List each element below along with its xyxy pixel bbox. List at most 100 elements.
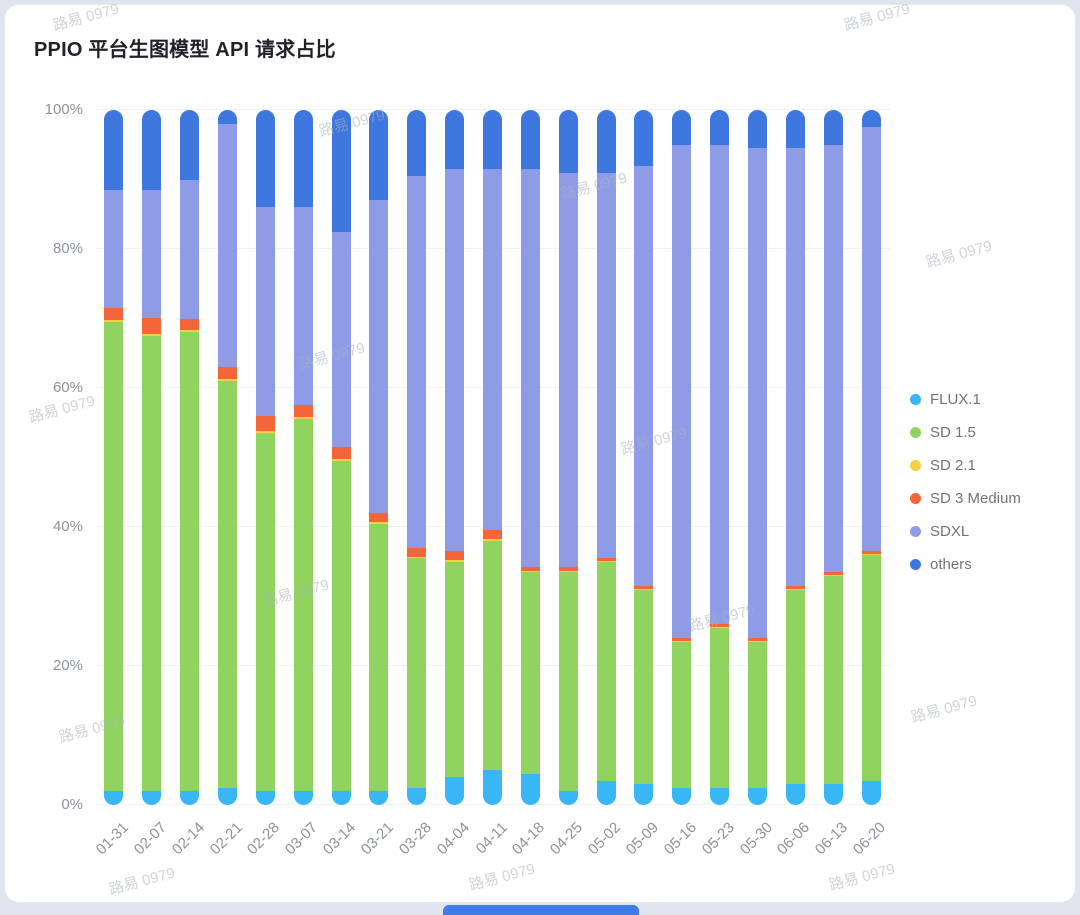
bar-02-14[interactable]: [180, 110, 200, 805]
bar-segment-flux.1[interactable]: [331, 791, 351, 805]
bar-segment-sd-3-medium[interactable]: [520, 567, 540, 572]
bar-segment-sd-2.1[interactable]: [180, 330, 200, 333]
bar-segment-sdxl[interactable]: [218, 123, 237, 368]
bar-segment-sd-2.1[interactable]: [331, 458, 351, 461]
bar-02-28[interactable]: [255, 110, 275, 805]
bar-segment-flux.1[interactable]: [710, 787, 730, 805]
bar-segment-sd-2.1[interactable]: [407, 556, 427, 559]
bar-segment-sd-3-medium[interactable]: [483, 530, 502, 540]
bar-segment-flux.1[interactable]: [369, 791, 389, 805]
bar-05-16[interactable]: [672, 110, 692, 805]
bar-segment-flux.1[interactable]: [218, 787, 237, 805]
bar-segment-sdxl[interactable]: [180, 179, 200, 319]
bar-segment-others[interactable]: [369, 110, 389, 201]
bar-segment-others[interactable]: [672, 110, 692, 145]
bar-segment-others[interactable]: [634, 110, 654, 166]
bar-segment-flux.1[interactable]: [823, 784, 843, 805]
bar-segment-sd-1.5[interactable]: [255, 433, 275, 792]
legend-item-others[interactable]: others: [910, 548, 1021, 581]
bar-segment-sdxl[interactable]: [823, 144, 843, 573]
bar-segment-sdxl[interactable]: [710, 144, 730, 625]
bar-segment-sd-2.1[interactable]: [293, 417, 313, 420]
bar-segment-sd-3-medium[interactable]: [331, 447, 351, 459]
bar-segment-sdxl[interactable]: [445, 169, 465, 552]
bar-segment-sdxl[interactable]: [596, 172, 616, 559]
bar-segment-sd-1.5[interactable]: [710, 627, 730, 788]
bar-segment-sd-3-medium[interactable]: [104, 308, 124, 320]
bar-segment-others[interactable]: [710, 110, 730, 145]
bar-segment-sd-2.1[interactable]: [672, 640, 692, 642]
bar-segment-flux.1[interactable]: [445, 777, 465, 805]
bar-02-21[interactable]: [218, 110, 237, 805]
bar-segment-sd-1.5[interactable]: [104, 321, 124, 792]
bar-segment-others[interactable]: [520, 110, 540, 170]
bar-segment-flux.1[interactable]: [520, 773, 540, 805]
bar-segment-sd-3-medium[interactable]: [218, 367, 237, 379]
bar-segment-sd-1.5[interactable]: [558, 572, 578, 792]
bar-segment-sd-3-medium[interactable]: [293, 405, 313, 418]
bar-segment-sd-3-medium[interactable]: [142, 318, 162, 334]
bar-segment-sdxl[interactable]: [255, 207, 275, 416]
bar-segment-sd-2.1[interactable]: [785, 588, 805, 590]
bar-segment-others[interactable]: [861, 110, 881, 128]
legend-item-flux.1[interactable]: FLUX.1: [910, 383, 1021, 416]
bar-segment-others[interactable]: [218, 110, 237, 124]
legend-item-sd-1.5[interactable]: SD 1.5: [910, 416, 1021, 449]
bar-segment-sdxl[interactable]: [785, 148, 805, 587]
bar-segment-flux.1[interactable]: [255, 791, 275, 805]
bar-segment-others[interactable]: [142, 110, 162, 190]
bar-02-07[interactable]: [142, 110, 162, 805]
bar-06-20[interactable]: [861, 110, 881, 805]
bar-05-09[interactable]: [634, 110, 654, 805]
bar-segment-sdxl[interactable]: [331, 231, 351, 448]
bar-segment-flux.1[interactable]: [180, 791, 200, 805]
bar-03-07[interactable]: [293, 110, 313, 805]
bar-segment-sd-1.5[interactable]: [748, 641, 767, 788]
bar-segment-sd-3-medium[interactable]: [369, 513, 389, 523]
bar-segment-sd-1.5[interactable]: [142, 335, 162, 792]
bar-segment-sd-1.5[interactable]: [331, 460, 351, 792]
bar-segment-sd-1.5[interactable]: [520, 572, 540, 774]
bar-segment-sd-2.1[interactable]: [142, 333, 162, 336]
bar-segment-sd-3-medium[interactable]: [407, 547, 427, 557]
bar-segment-sd-3-medium[interactable]: [180, 318, 200, 331]
bar-segment-sd-2.1[interactable]: [710, 627, 730, 628]
bar-segment-sd-1.5[interactable]: [596, 561, 616, 781]
bar-03-14[interactable]: [331, 110, 351, 805]
bar-segment-others[interactable]: [331, 110, 351, 232]
bar-segment-sd-1.5[interactable]: [445, 561, 465, 778]
bar-segment-sdxl[interactable]: [104, 189, 124, 309]
bar-segment-sd-3-medium[interactable]: [255, 415, 275, 432]
bar-segment-sd-2.1[interactable]: [255, 431, 275, 434]
bar-segment-sd-3-medium[interactable]: [748, 638, 767, 641]
bar-04-11[interactable]: [483, 110, 502, 805]
bar-segment-sd-1.5[interactable]: [672, 641, 692, 788]
bar-segment-sdxl[interactable]: [520, 169, 540, 568]
bar-04-04[interactable]: [445, 110, 465, 805]
bar-segment-sdxl[interactable]: [558, 172, 578, 568]
bar-segment-others[interactable]: [104, 110, 124, 190]
bar-05-30[interactable]: [748, 110, 767, 805]
bar-segment-flux.1[interactable]: [104, 791, 124, 805]
bar-segment-sdxl[interactable]: [483, 169, 502, 531]
bar-segment-flux.1[interactable]: [785, 784, 805, 805]
bar-segment-others[interactable]: [823, 110, 843, 145]
bar-segment-sdxl[interactable]: [634, 165, 654, 587]
bar-segment-others[interactable]: [407, 110, 427, 177]
bar-segment-sd-2.1[interactable]: [861, 554, 881, 555]
bar-segment-sd-2.1[interactable]: [218, 378, 237, 382]
bar-segment-sd-2.1[interactable]: [558, 571, 578, 573]
bar-segment-sd-1.5[interactable]: [218, 381, 237, 788]
bar-segment-sdxl[interactable]: [142, 189, 162, 319]
bar-segment-sd-1.5[interactable]: [634, 589, 654, 785]
bar-segment-flux.1[interactable]: [407, 787, 427, 805]
bar-segment-flux.1[interactable]: [558, 791, 578, 805]
bar-segment-flux.1[interactable]: [748, 787, 767, 805]
bar-segment-others[interactable]: [483, 110, 502, 170]
bar-segment-sd-3-medium[interactable]: [861, 551, 881, 555]
bar-segment-others[interactable]: [293, 110, 313, 208]
bar-segment-sdxl[interactable]: [672, 144, 692, 639]
bar-segment-flux.1[interactable]: [596, 780, 616, 805]
bar-segment-sd-2.1[interactable]: [823, 574, 843, 576]
bar-03-21[interactable]: [369, 110, 389, 805]
